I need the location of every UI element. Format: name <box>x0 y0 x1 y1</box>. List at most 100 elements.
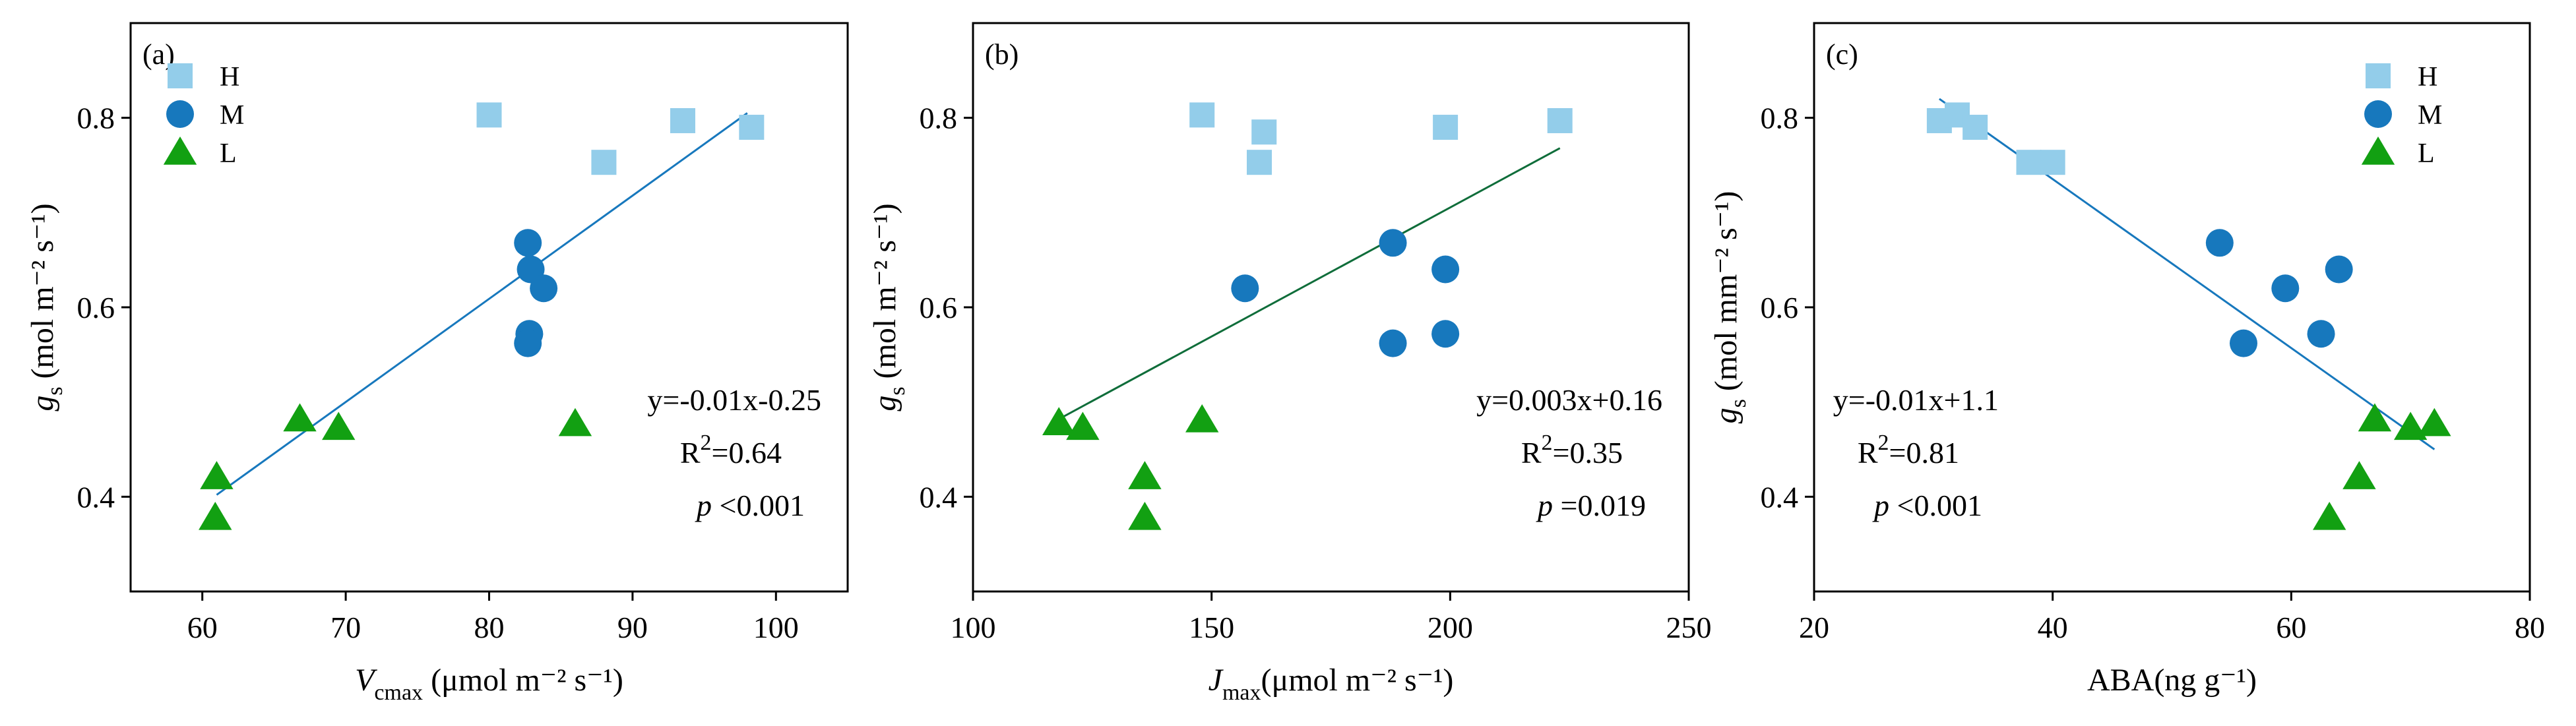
data-point-H <box>1189 102 1215 128</box>
r-squared-sup: 2 <box>1542 431 1553 455</box>
y-tick-label: 0.8 <box>1761 102 1799 135</box>
data-point-M <box>2230 329 2257 357</box>
data-point-M <box>1379 329 1407 357</box>
r-squared-sup: 2 <box>1878 431 1889 455</box>
p-value-value: =0.019 <box>1553 489 1646 522</box>
data-point-H <box>670 107 695 133</box>
r-squared: R2=0.64 <box>680 431 782 469</box>
r-squared-value: =0.81 <box>1889 436 1959 469</box>
x-axis-label: ABA(ng g⁻¹) <box>2087 663 2257 698</box>
x-tick-label: 90 <box>617 611 648 644</box>
r-squared-prefix: R <box>680 436 701 469</box>
x-axis-label-sub: max <box>1222 681 1261 705</box>
legend-marker-M <box>166 100 194 128</box>
x-tick-label: 60 <box>187 611 218 644</box>
data-point-M <box>514 329 542 357</box>
p-value-value: <0.001 <box>712 489 805 522</box>
y-tick-label: 0.4 <box>77 480 115 514</box>
data-point-H <box>1433 115 1459 140</box>
x-axis-label: Vcmax (μmol m⁻² s⁻¹) <box>355 663 623 705</box>
regression-equation: y=0.003x+0.16 <box>1476 383 1662 417</box>
chart-panel-3: 20 40 60 80 0.4 0.6 0.8 (c) ABA(ng g⁻¹) gs (mol m… <box>1709 22 2545 698</box>
data-point-L <box>283 403 317 432</box>
p-value-prefix: p <box>1872 489 1889 522</box>
y-tick-label: 0.8 <box>920 102 958 135</box>
y-axis-label: gs (mol m⁻² s⁻¹) <box>867 203 910 411</box>
y-axis-label-units: (mol m⁻² s⁻¹) <box>25 203 60 386</box>
x-axis-label-units: (μmol m⁻² s⁻¹) <box>1261 663 1454 698</box>
y-axis-label-main: g <box>1709 408 1744 423</box>
x-axis-label-main: ABA(ng g⁻¹) <box>2087 663 2257 698</box>
y-tick-label: 0.4 <box>920 480 958 514</box>
regression-line <box>1058 147 1561 420</box>
p-value-prefix: p <box>1536 489 1553 522</box>
legend-marker-L <box>163 136 197 165</box>
p-value-value: <0.001 <box>1889 489 1982 522</box>
y-axis-label-sub: s <box>885 386 910 395</box>
data-point-M <box>2325 255 2353 284</box>
r-squared-sup: 2 <box>701 431 712 455</box>
data-point-H <box>1963 115 1988 140</box>
y-tick-label: 0.6 <box>1761 291 1799 324</box>
data-point-L <box>1128 501 1162 530</box>
data-point-L <box>1185 404 1219 433</box>
x-tick-label: 150 <box>1189 611 1234 644</box>
y-axis-label: gs (mol m⁻² s⁻¹) <box>25 203 67 411</box>
data-point-L <box>2358 403 2392 432</box>
data-point-L <box>1042 407 1076 435</box>
x-axis-label-units: (μmol m⁻² s⁻¹) <box>423 663 623 698</box>
data-point-H <box>1247 150 1272 175</box>
y-axis-label-units: (mol mm⁻² s⁻¹) <box>1709 191 1744 399</box>
x-tick-label: 80 <box>474 611 505 644</box>
data-point-L <box>1128 461 1162 489</box>
legend-label-L: L <box>2418 138 2435 169</box>
y-tick-label: 0.4 <box>1761 480 1799 514</box>
x-tick-label: 60 <box>2276 611 2306 644</box>
regression-line <box>216 112 748 496</box>
x-tick-label: 80 <box>2515 611 2545 644</box>
x-tick-label: 70 <box>330 611 361 644</box>
x-tick-label: 40 <box>2038 611 2068 644</box>
r-squared-prefix: R <box>1858 436 1878 469</box>
legend-marker-H <box>168 63 193 88</box>
p-value: p <0.001 <box>1872 489 1982 522</box>
r-squared-value: =0.35 <box>1553 436 1623 469</box>
data-point-L <box>558 408 592 437</box>
chart-panel-2: 100 150 200 250 0.4 0.6 0.8 (b) Jmax(μmol m⁻² s⁻… <box>867 22 1712 705</box>
data-point-H <box>2040 150 2065 175</box>
data-point-H <box>1547 107 1573 133</box>
regression-line <box>1939 98 2435 450</box>
y-axis-label-main: g <box>25 396 60 411</box>
x-axis-label-main: V <box>355 663 377 698</box>
data-point-H <box>1251 119 1277 145</box>
x-tick-label: 250 <box>1666 611 1712 644</box>
data-point-L <box>2342 461 2376 489</box>
data-point-H <box>476 102 502 128</box>
r-squared: R2=0.35 <box>1521 431 1623 469</box>
x-axis-label-sub: cmax <box>374 681 423 705</box>
p-value: p =0.019 <box>1536 489 1646 522</box>
y-axis-label: gs (mol mm⁻² s⁻¹) <box>1709 191 1751 424</box>
data-point-M <box>1231 274 1259 303</box>
data-point-H <box>739 115 765 140</box>
p-value-prefix: p <box>695 489 712 522</box>
y-tick-label: 0.6 <box>920 291 958 324</box>
data-point-M <box>1431 320 1460 348</box>
y-tick-label: 0.6 <box>77 291 115 324</box>
data-point-L <box>2393 411 2428 440</box>
panel-label: (b) <box>985 38 1019 71</box>
x-axis-label-main: J <box>1209 663 1224 698</box>
y-tick-label: 0.8 <box>77 102 115 135</box>
data-point-H <box>591 150 617 175</box>
r-squared-prefix: R <box>1521 436 1542 469</box>
legend-label-L: L <box>220 138 237 169</box>
data-point-M <box>2271 274 2300 303</box>
data-point-M <box>2307 320 2335 348</box>
legend-marker-L <box>2361 136 2395 165</box>
p-value: p <0.001 <box>695 489 805 522</box>
r-squared: R2=0.81 <box>1858 431 1959 469</box>
regression-equation: y=-0.01x+1.1 <box>1833 383 1999 417</box>
y-axis-label-units: (mol m⁻² s⁻¹) <box>867 203 902 386</box>
data-point-L <box>199 501 232 530</box>
